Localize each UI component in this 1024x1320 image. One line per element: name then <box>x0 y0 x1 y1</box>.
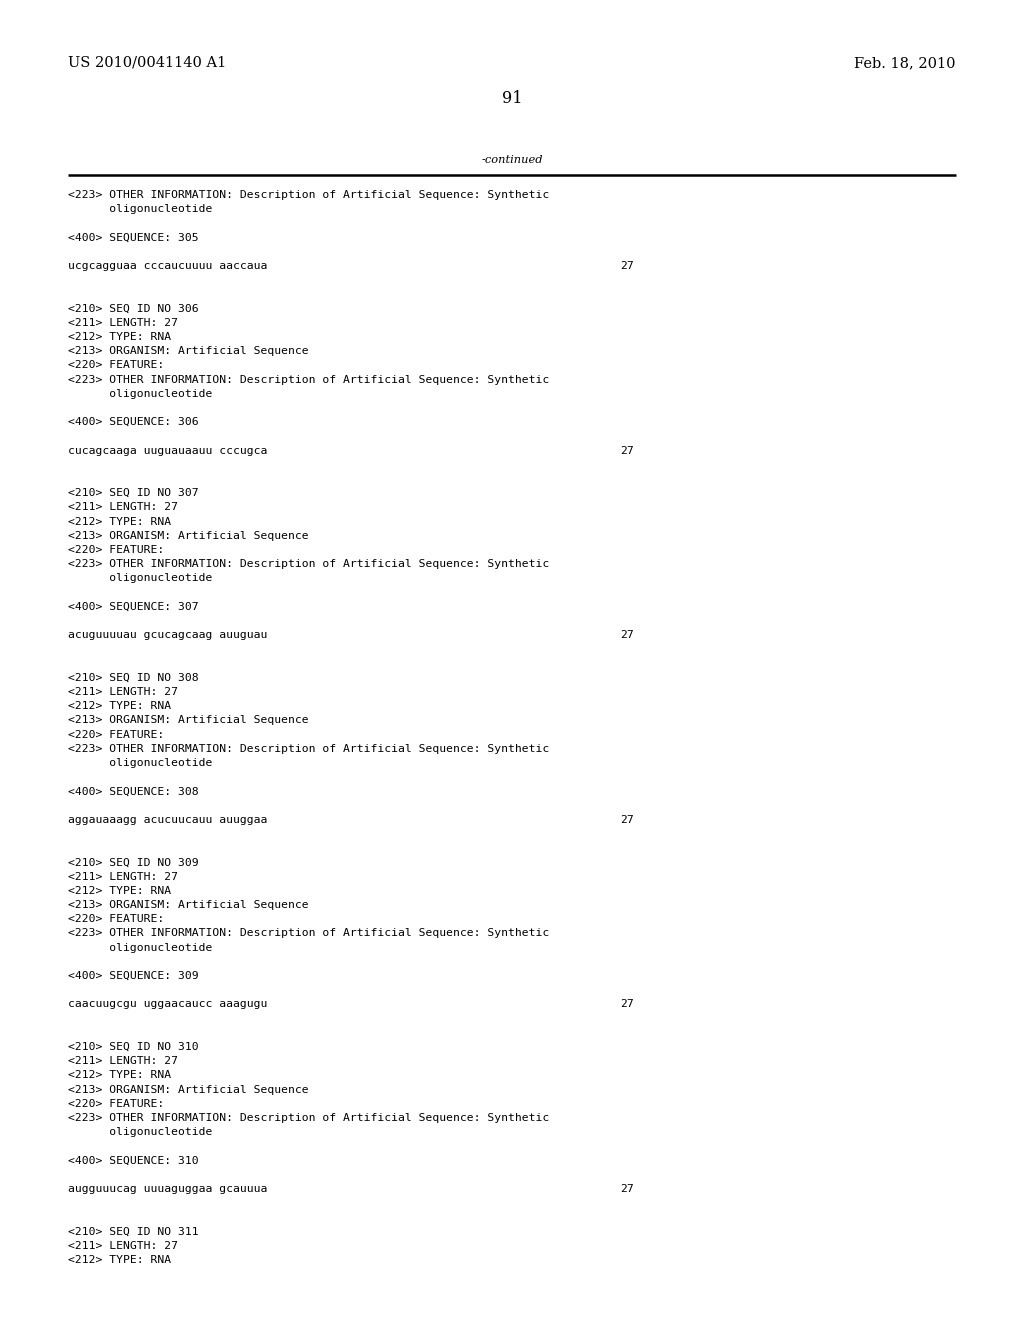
Text: cucagcaaga uuguauaauu cccugca: cucagcaaga uuguauaauu cccugca <box>68 446 267 455</box>
Text: <212> TYPE: RNA: <212> TYPE: RNA <box>68 1255 171 1265</box>
Text: <211> LENGTH: 27: <211> LENGTH: 27 <box>68 318 178 327</box>
Text: <223> OTHER INFORMATION: Description of Artificial Sequence: Synthetic: <223> OTHER INFORMATION: Description of … <box>68 375 549 384</box>
Text: <212> TYPE: RNA: <212> TYPE: RNA <box>68 886 171 896</box>
Text: augguuucag uuuaguggaa gcauuua: augguuucag uuuaguggaa gcauuua <box>68 1184 267 1195</box>
Text: <211> LENGTH: 27: <211> LENGTH: 27 <box>68 1056 178 1067</box>
Text: <213> ORGANISM: Artificial Sequence: <213> ORGANISM: Artificial Sequence <box>68 531 308 541</box>
Text: <223> OTHER INFORMATION: Description of Artificial Sequence: Synthetic: <223> OTHER INFORMATION: Description of … <box>68 190 549 201</box>
Text: <212> TYPE: RNA: <212> TYPE: RNA <box>68 516 171 527</box>
Text: <223> OTHER INFORMATION: Description of Artificial Sequence: Synthetic: <223> OTHER INFORMATION: Description of … <box>68 743 549 754</box>
Text: <211> LENGTH: 27: <211> LENGTH: 27 <box>68 871 178 882</box>
Text: 27: 27 <box>620 446 634 455</box>
Text: 27: 27 <box>620 999 634 1010</box>
Text: <210> SEQ ID NO 307: <210> SEQ ID NO 307 <box>68 488 199 498</box>
Text: <213> ORGANISM: Artificial Sequence: <213> ORGANISM: Artificial Sequence <box>68 346 308 356</box>
Text: <210> SEQ ID NO 306: <210> SEQ ID NO 306 <box>68 304 199 314</box>
Text: 27: 27 <box>620 261 634 271</box>
Text: oligonucleotide: oligonucleotide <box>68 1127 212 1138</box>
Text: <400> SEQUENCE: 306: <400> SEQUENCE: 306 <box>68 417 199 428</box>
Text: Feb. 18, 2010: Feb. 18, 2010 <box>854 55 956 70</box>
Text: <220> FEATURE:: <220> FEATURE: <box>68 545 164 554</box>
Text: US 2010/0041140 A1: US 2010/0041140 A1 <box>68 55 226 70</box>
Text: <223> OTHER INFORMATION: Description of Artificial Sequence: Synthetic: <223> OTHER INFORMATION: Description of … <box>68 560 549 569</box>
Text: <211> LENGTH: 27: <211> LENGTH: 27 <box>68 503 178 512</box>
Text: <220> FEATURE:: <220> FEATURE: <box>68 1098 164 1109</box>
Text: <400> SEQUENCE: 310: <400> SEQUENCE: 310 <box>68 1155 199 1166</box>
Text: <210> SEQ ID NO 310: <210> SEQ ID NO 310 <box>68 1041 199 1052</box>
Text: acuguuuuau gcucagcaag auuguau: acuguuuuau gcucagcaag auuguau <box>68 630 267 640</box>
Text: <212> TYPE: RNA: <212> TYPE: RNA <box>68 333 171 342</box>
Text: oligonucleotide: oligonucleotide <box>68 389 212 399</box>
Text: oligonucleotide: oligonucleotide <box>68 942 212 953</box>
Text: aggauaaagg acucuucauu auuggaa: aggauaaagg acucuucauu auuggaa <box>68 814 267 825</box>
Text: ucgcagguaa cccaucuuuu aaccaua: ucgcagguaa cccaucuuuu aaccaua <box>68 261 267 271</box>
Text: 27: 27 <box>620 1184 634 1195</box>
Text: 27: 27 <box>620 630 634 640</box>
Text: <213> ORGANISM: Artificial Sequence: <213> ORGANISM: Artificial Sequence <box>68 900 308 909</box>
Text: 91: 91 <box>502 90 522 107</box>
Text: <223> OTHER INFORMATION: Description of Artificial Sequence: Synthetic: <223> OTHER INFORMATION: Description of … <box>68 928 549 939</box>
Text: <212> TYPE: RNA: <212> TYPE: RNA <box>68 1071 171 1080</box>
Text: oligonucleotide: oligonucleotide <box>68 758 212 768</box>
Text: -continued: -continued <box>481 154 543 165</box>
Text: oligonucleotide: oligonucleotide <box>68 205 212 214</box>
Text: <220> FEATURE:: <220> FEATURE: <box>68 730 164 739</box>
Text: caacuugcgu uggaacaucc aaagugu: caacuugcgu uggaacaucc aaagugu <box>68 999 267 1010</box>
Text: <213> ORGANISM: Artificial Sequence: <213> ORGANISM: Artificial Sequence <box>68 715 308 726</box>
Text: oligonucleotide: oligonucleotide <box>68 573 212 583</box>
Text: <400> SEQUENCE: 307: <400> SEQUENCE: 307 <box>68 602 199 611</box>
Text: <213> ORGANISM: Artificial Sequence: <213> ORGANISM: Artificial Sequence <box>68 1085 308 1094</box>
Text: 27: 27 <box>620 814 634 825</box>
Text: <220> FEATURE:: <220> FEATURE: <box>68 360 164 371</box>
Text: <212> TYPE: RNA: <212> TYPE: RNA <box>68 701 171 711</box>
Text: <400> SEQUENCE: 308: <400> SEQUENCE: 308 <box>68 787 199 796</box>
Text: <211> LENGTH: 27: <211> LENGTH: 27 <box>68 686 178 697</box>
Text: <220> FEATURE:: <220> FEATURE: <box>68 915 164 924</box>
Text: <210> SEQ ID NO 311: <210> SEQ ID NO 311 <box>68 1226 199 1237</box>
Text: <400> SEQUENCE: 309: <400> SEQUENCE: 309 <box>68 972 199 981</box>
Text: <210> SEQ ID NO 309: <210> SEQ ID NO 309 <box>68 858 199 867</box>
Text: <210> SEQ ID NO 308: <210> SEQ ID NO 308 <box>68 673 199 682</box>
Text: <211> LENGTH: 27: <211> LENGTH: 27 <box>68 1241 178 1251</box>
Text: <223> OTHER INFORMATION: Description of Artificial Sequence: Synthetic: <223> OTHER INFORMATION: Description of … <box>68 1113 549 1123</box>
Text: <400> SEQUENCE: 305: <400> SEQUENCE: 305 <box>68 232 199 243</box>
